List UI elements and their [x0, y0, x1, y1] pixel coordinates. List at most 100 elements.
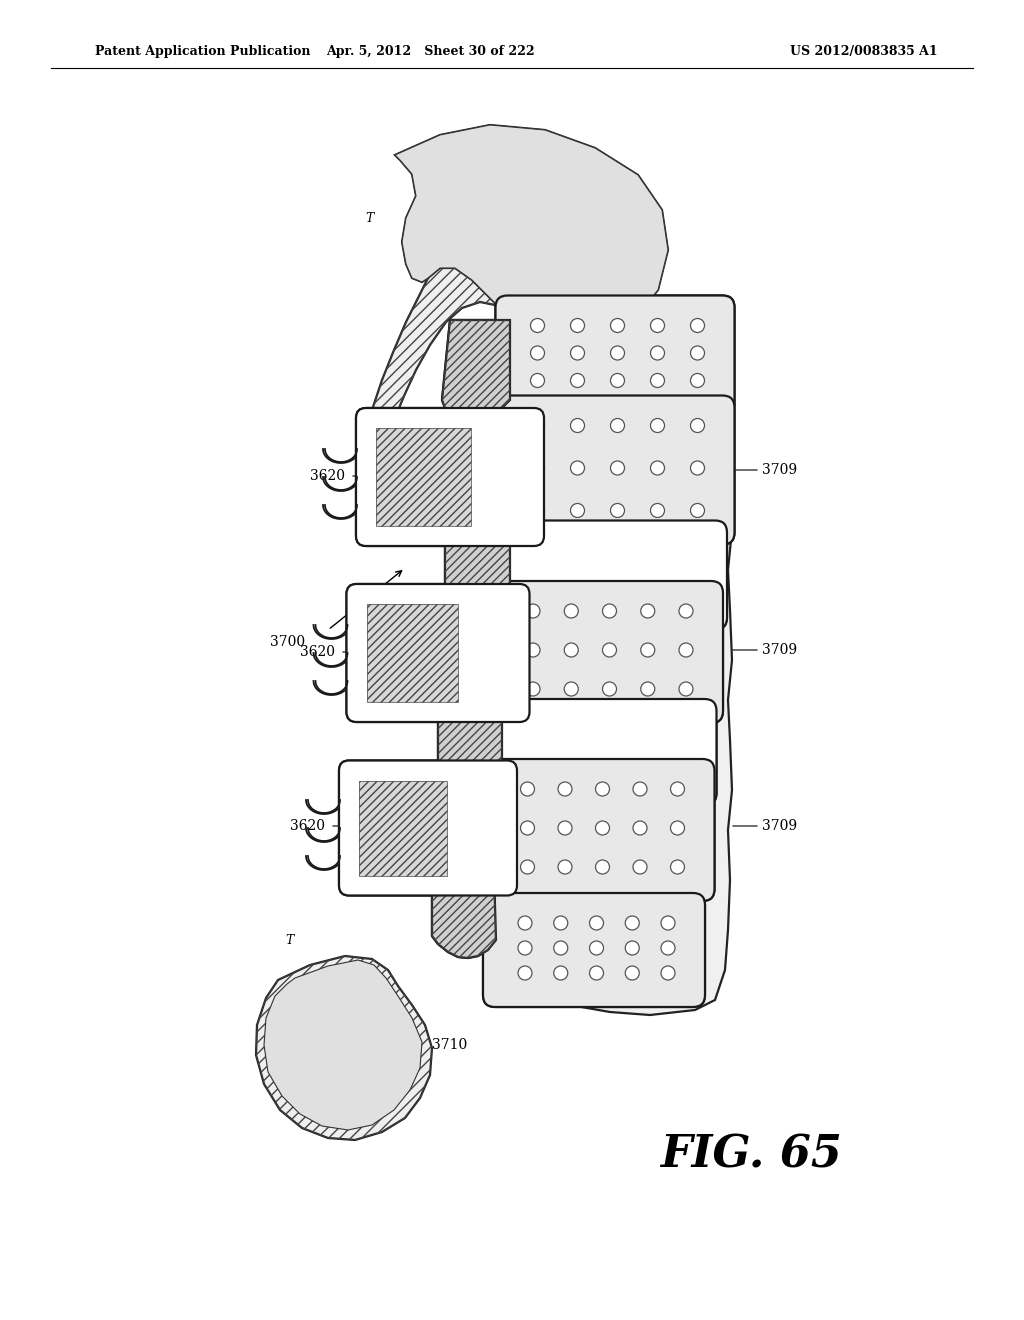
- Circle shape: [564, 682, 579, 696]
- Circle shape: [650, 418, 665, 433]
- Circle shape: [679, 643, 693, 657]
- Circle shape: [518, 941, 532, 954]
- Circle shape: [626, 941, 639, 954]
- Text: 3712: 3712: [514, 337, 532, 368]
- Text: 3709: 3709: [762, 643, 797, 657]
- Circle shape: [690, 374, 705, 388]
- Circle shape: [602, 605, 616, 618]
- Circle shape: [518, 941, 532, 954]
- Circle shape: [530, 318, 545, 333]
- Circle shape: [610, 374, 625, 388]
- Bar: [359, 780, 447, 875]
- Circle shape: [530, 418, 545, 433]
- Circle shape: [650, 318, 665, 333]
- Circle shape: [570, 461, 585, 475]
- Circle shape: [650, 503, 665, 517]
- Polygon shape: [442, 319, 510, 425]
- Circle shape: [610, 503, 625, 517]
- Circle shape: [570, 461, 585, 475]
- Text: Apr. 5, 2012   Sheet 30 of 222: Apr. 5, 2012 Sheet 30 of 222: [326, 45, 535, 58]
- Polygon shape: [264, 960, 422, 1130]
- Circle shape: [671, 781, 684, 796]
- FancyBboxPatch shape: [493, 520, 727, 630]
- Circle shape: [558, 861, 572, 874]
- Circle shape: [558, 821, 572, 836]
- Circle shape: [690, 318, 705, 333]
- Text: Patent Application Publication: Patent Application Publication: [95, 45, 310, 58]
- Text: 3709: 3709: [762, 818, 797, 833]
- Circle shape: [596, 861, 609, 874]
- Circle shape: [633, 821, 647, 836]
- Circle shape: [662, 916, 675, 931]
- Circle shape: [520, 821, 535, 836]
- Circle shape: [564, 643, 579, 657]
- Polygon shape: [395, 125, 668, 346]
- Bar: [359, 780, 447, 875]
- Circle shape: [570, 503, 585, 517]
- Text: 3700: 3700: [270, 635, 305, 649]
- Circle shape: [610, 318, 625, 333]
- Circle shape: [610, 418, 625, 433]
- Circle shape: [633, 861, 647, 874]
- Circle shape: [526, 682, 540, 696]
- Circle shape: [610, 346, 625, 360]
- Circle shape: [590, 916, 603, 931]
- Bar: [367, 605, 458, 702]
- Circle shape: [530, 346, 545, 360]
- Circle shape: [679, 682, 693, 696]
- Circle shape: [570, 503, 585, 517]
- Bar: [367, 605, 458, 702]
- Circle shape: [558, 781, 572, 796]
- Bar: [367, 605, 458, 702]
- Circle shape: [520, 861, 535, 874]
- Polygon shape: [438, 696, 502, 783]
- Polygon shape: [445, 515, 510, 609]
- Circle shape: [530, 346, 545, 360]
- Circle shape: [558, 861, 572, 874]
- Circle shape: [518, 916, 532, 931]
- Circle shape: [564, 643, 579, 657]
- Circle shape: [679, 643, 693, 657]
- Polygon shape: [432, 870, 496, 958]
- Bar: [376, 428, 471, 525]
- Circle shape: [570, 346, 585, 360]
- Circle shape: [662, 916, 675, 931]
- Circle shape: [558, 781, 572, 796]
- Circle shape: [641, 682, 654, 696]
- Circle shape: [570, 318, 585, 333]
- Circle shape: [650, 418, 665, 433]
- Circle shape: [530, 318, 545, 333]
- Circle shape: [590, 966, 603, 979]
- Bar: [376, 428, 471, 525]
- FancyBboxPatch shape: [490, 581, 723, 723]
- Circle shape: [650, 346, 665, 360]
- Circle shape: [570, 374, 585, 388]
- Circle shape: [530, 374, 545, 388]
- Circle shape: [610, 461, 625, 475]
- Circle shape: [526, 682, 540, 696]
- Circle shape: [633, 781, 647, 796]
- Circle shape: [690, 318, 705, 333]
- Circle shape: [690, 503, 705, 517]
- Circle shape: [641, 682, 654, 696]
- Circle shape: [641, 605, 654, 618]
- FancyBboxPatch shape: [483, 894, 705, 1007]
- Circle shape: [570, 374, 585, 388]
- Circle shape: [520, 781, 535, 796]
- FancyBboxPatch shape: [493, 520, 727, 630]
- Circle shape: [626, 966, 639, 979]
- Circle shape: [570, 418, 585, 433]
- Circle shape: [671, 781, 684, 796]
- Circle shape: [626, 966, 639, 979]
- Circle shape: [662, 966, 675, 979]
- Circle shape: [679, 682, 693, 696]
- FancyBboxPatch shape: [496, 396, 734, 544]
- FancyBboxPatch shape: [496, 396, 734, 544]
- FancyBboxPatch shape: [339, 760, 517, 895]
- Polygon shape: [438, 696, 502, 783]
- Circle shape: [554, 916, 567, 931]
- FancyBboxPatch shape: [487, 700, 717, 805]
- Circle shape: [570, 346, 585, 360]
- Circle shape: [641, 643, 654, 657]
- Text: 3709: 3709: [762, 463, 797, 477]
